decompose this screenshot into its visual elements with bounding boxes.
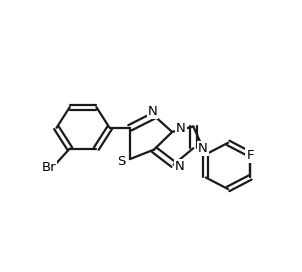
Text: N: N	[176, 122, 185, 135]
Text: N: N	[175, 160, 185, 173]
Text: F: F	[246, 149, 254, 162]
Text: S: S	[117, 154, 125, 168]
Text: N: N	[148, 105, 157, 118]
Text: Br: Br	[41, 161, 56, 174]
Text: N: N	[198, 142, 207, 155]
